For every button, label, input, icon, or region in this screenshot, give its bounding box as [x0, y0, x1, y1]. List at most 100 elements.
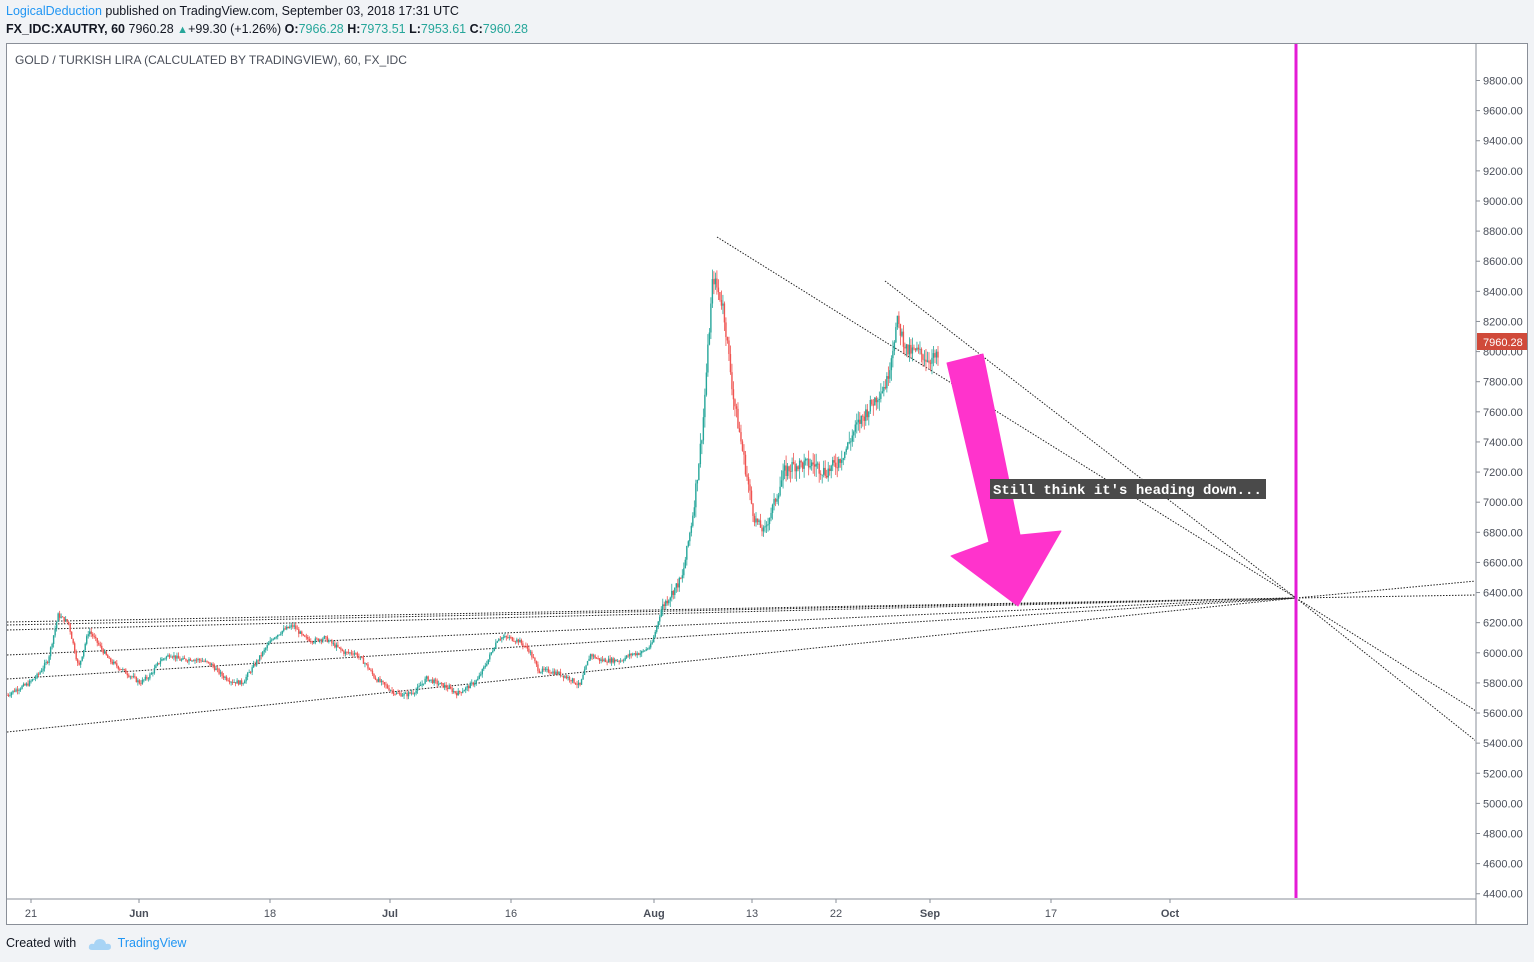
candle-body — [586, 661, 589, 666]
candle-body — [835, 462, 837, 468]
annotation-box[interactable] — [990, 479, 1266, 499]
candle-body — [487, 659, 489, 664]
candle-body — [928, 360, 930, 363]
trendline[interactable] — [7, 597, 1297, 656]
candle-body — [108, 657, 110, 659]
candle-body — [636, 653, 638, 656]
candle-body — [27, 683, 29, 686]
trendline[interactable] — [7, 597, 1297, 680]
candle-body — [349, 652, 351, 654]
candle-body — [559, 671, 562, 676]
candle-body — [203, 660, 205, 662]
candle-body — [299, 631, 301, 634]
time-tick-label: 22 — [830, 908, 842, 920]
last-price-tag-text: 7960.28 — [1483, 337, 1523, 349]
candle-body — [794, 463, 796, 472]
candle-body — [543, 668, 545, 670]
candle-body — [498, 639, 500, 642]
candle-body — [313, 642, 315, 644]
candle-body — [722, 303, 724, 306]
candle-body — [898, 315, 900, 325]
candle-body — [34, 677, 37, 679]
trendline[interactable] — [1295, 597, 1476, 711]
candle-body — [410, 692, 413, 694]
chart-header: LogicalDeduction published on TradingVie… — [0, 0, 1534, 42]
price-tick-label: 4800.00 — [1483, 829, 1523, 841]
tradingview-brand-link[interactable]: TradingView — [117, 936, 187, 950]
candle-body — [237, 680, 240, 685]
time-axis[interactable]: 21 Jun 18 Jul 16 Aug 13 22 Sep 17 Oct — [25, 899, 1180, 920]
candle-body — [511, 637, 514, 641]
candle-body — [52, 635, 55, 644]
time-tick-label: 17 — [1045, 908, 1057, 920]
candle-body — [413, 693, 416, 695]
candle-body — [170, 656, 172, 658]
candle-body — [382, 680, 384, 683]
candle-body — [277, 634, 279, 637]
candle-body — [832, 460, 834, 466]
candle-body — [60, 616, 62, 618]
trendline[interactable] — [884, 280, 1297, 599]
candle-body — [792, 462, 795, 464]
candle-body — [645, 649, 647, 651]
trendlines[interactable] — [7, 236, 1476, 741]
trendline[interactable] — [1295, 580, 1476, 599]
price-chart[interactable]: GOLD / TURKISH LIRA (CALCULATED BY TRADI… — [0, 0, 1534, 930]
time-tick-label: 16 — [505, 908, 517, 920]
candle-body — [317, 638, 320, 642]
candle-body — [234, 682, 237, 684]
candle-body — [889, 370, 891, 379]
chart-frame[interactable] — [6, 43, 1528, 925]
candle-body — [671, 590, 673, 598]
candle-body — [899, 324, 902, 336]
candle-body — [19, 688, 22, 690]
candle-body — [389, 690, 392, 692]
candle-body — [343, 650, 345, 654]
candle-body — [180, 659, 183, 661]
candle-body — [759, 520, 762, 528]
candle-body — [70, 631, 73, 639]
trendline[interactable] — [7, 597, 1297, 623]
candle-body — [592, 655, 595, 657]
candle-body — [383, 682, 386, 685]
candle-body — [501, 637, 503, 640]
candle-body — [158, 663, 160, 664]
candle-body — [171, 656, 174, 658]
created-with-text: Created with — [6, 936, 77, 950]
candle-body — [347, 651, 350, 653]
trendline[interactable] — [1295, 597, 1476, 741]
candle-body — [839, 459, 841, 463]
author-link[interactable]: LogicalDeduction — [6, 4, 102, 18]
candle-body — [93, 636, 95, 638]
candle-body — [197, 659, 199, 660]
candle-body — [881, 391, 884, 394]
candle-body — [10, 692, 13, 696]
candle-body — [161, 658, 163, 662]
candle-body — [657, 621, 659, 626]
candle-body — [425, 676, 428, 679]
candle-body — [122, 669, 124, 670]
candle-body — [302, 634, 304, 636]
candle-body — [292, 625, 294, 627]
footer: Created with TradingView — [6, 936, 186, 951]
candle-body — [239, 680, 241, 685]
candle-body — [236, 680, 238, 684]
candle-body — [695, 483, 697, 508]
candle-body — [320, 639, 323, 641]
candle-body — [140, 683, 142, 685]
candle-body — [110, 658, 112, 662]
candle-body — [15, 689, 17, 692]
candle-body — [367, 664, 369, 669]
candle-body — [398, 693, 401, 694]
trendline[interactable] — [1295, 594, 1476, 599]
last-price: 7960.28 — [128, 22, 174, 36]
trendline[interactable] — [7, 597, 1297, 631]
candle-body — [105, 651, 107, 656]
candle-body — [546, 668, 548, 670]
candle-body — [552, 671, 554, 674]
candle-body — [919, 348, 921, 350]
candle-body — [252, 664, 255, 668]
candle-body — [516, 639, 518, 642]
tradingview-cloud-icon — [88, 938, 111, 950]
price-axis[interactable]: 9800.00 9600.00 9400.00 9200.00 9000.00 8800.… — [1476, 76, 1523, 901]
